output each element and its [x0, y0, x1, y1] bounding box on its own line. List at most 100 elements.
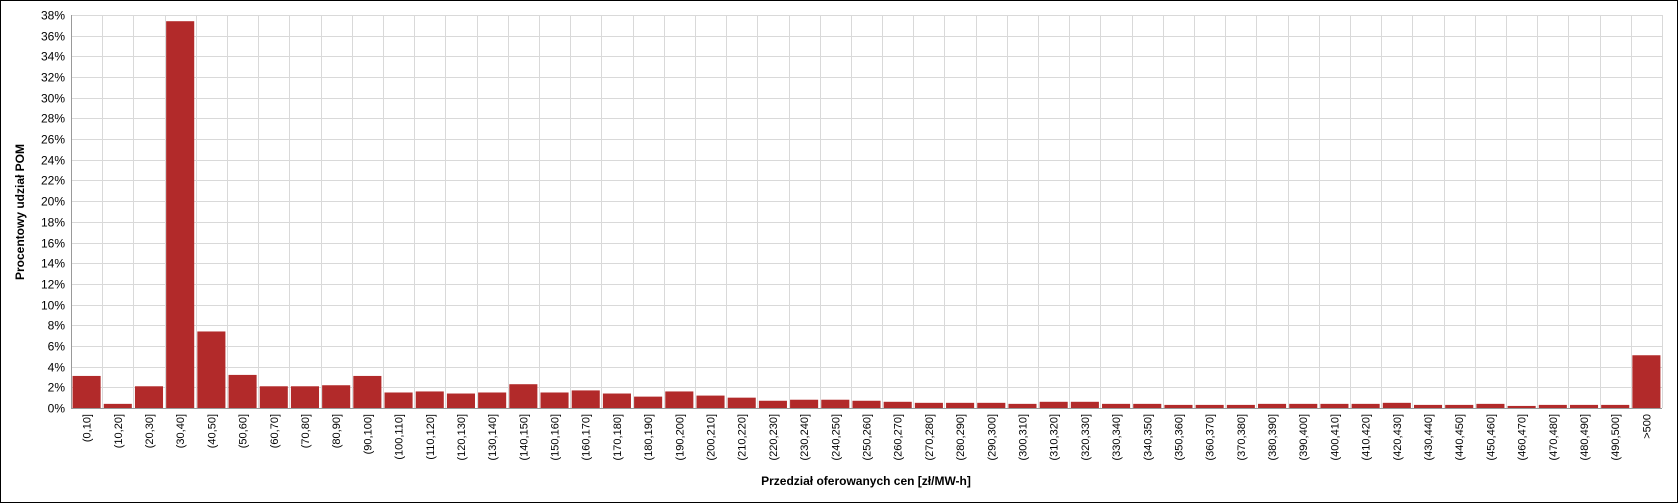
y-tick-label: 6%	[48, 340, 66, 354]
bar	[228, 374, 257, 408]
bar	[602, 393, 631, 408]
y-tick-label: 12%	[41, 278, 65, 292]
x-tick-label: (290,300]	[986, 414, 998, 460]
bar	[290, 386, 320, 408]
bar	[1102, 403, 1131, 408]
bar	[1351, 403, 1380, 408]
bar	[1226, 404, 1255, 408]
y-tick-label: 26%	[41, 133, 65, 147]
x-tick-label: (460,470]	[1517, 414, 1529, 460]
bar	[634, 396, 663, 408]
y-tick-label: 10%	[41, 299, 65, 313]
x-tick-label: (230,240]	[799, 414, 811, 460]
bar	[1320, 403, 1349, 408]
x-tick-label: (190,200]	[674, 414, 686, 460]
x-tick-label: (440,450]	[1454, 414, 1466, 460]
bar	[946, 402, 975, 408]
x-tick-label: (90,100]	[362, 414, 374, 454]
y-tick-label: 18%	[41, 216, 65, 230]
y-tick-label: 34%	[41, 50, 65, 64]
x-tick-label: (420,430]	[1392, 414, 1404, 460]
x-tick-label: (0,10]	[82, 414, 94, 442]
bar	[977, 402, 1006, 408]
x-tick-label: (320,330]	[1080, 414, 1092, 460]
x-tick-label: (480,490]	[1579, 414, 1591, 460]
bar	[1195, 404, 1224, 408]
y-tick-label: 16%	[41, 237, 65, 251]
bar	[197, 331, 226, 408]
bar	[384, 392, 413, 408]
bar	[1133, 403, 1162, 408]
x-tick-label: >500	[1641, 414, 1653, 439]
x-tick-label: (280,290]	[955, 414, 967, 460]
bar	[509, 384, 538, 408]
bar	[103, 403, 132, 408]
x-tick-label: (270,280]	[924, 414, 936, 460]
bar	[665, 391, 694, 408]
y-tick-label: 28%	[41, 112, 65, 126]
x-tick-label: (210,220]	[737, 414, 749, 460]
bar	[727, 397, 756, 408]
bar	[1476, 403, 1505, 408]
x-tick-label: (350,360]	[1173, 414, 1185, 460]
x-tick-label: (240,250]	[830, 414, 842, 460]
x-tick-label: (50,60]	[238, 414, 250, 448]
bar	[1538, 404, 1567, 408]
bar	[415, 391, 444, 408]
bar	[790, 399, 819, 408]
x-tick-label: (40,50]	[206, 414, 218, 448]
x-tick-label: (140,150]	[518, 414, 530, 460]
x-tick-label: (30,40]	[175, 414, 187, 448]
bar	[821, 399, 850, 408]
x-tick-label: (10,20]	[113, 414, 125, 448]
bar	[72, 375, 101, 408]
x-tick-label: (300,310]	[1017, 414, 1029, 460]
bar	[1070, 401, 1099, 408]
x-tick-label: (400,410]	[1329, 414, 1341, 460]
bar	[1632, 355, 1661, 408]
y-tick-label: 4%	[48, 361, 66, 375]
x-tick-label: (340,350]	[1142, 414, 1154, 460]
bar	[1289, 403, 1318, 408]
bar	[1382, 402, 1411, 408]
bar	[1413, 404, 1443, 408]
bar	[1507, 405, 1536, 408]
bar	[914, 402, 943, 408]
x-tick-label: (390,400]	[1298, 414, 1310, 460]
y-tick-label: 0%	[48, 402, 66, 416]
x-tick-label: (250,260]	[862, 414, 874, 460]
y-tick-label: 36%	[41, 30, 65, 44]
bar	[353, 375, 382, 408]
bar	[259, 386, 288, 408]
bar	[1164, 404, 1193, 408]
y-tick-label: 38%	[41, 9, 65, 23]
x-tick-label: (220,230]	[768, 414, 780, 460]
x-tick-label: (130,140]	[487, 414, 499, 460]
x-tick-label: (180,190]	[643, 414, 655, 460]
bar	[883, 401, 912, 408]
y-tick-label: 14%	[41, 257, 65, 271]
x-tick-label: (80,90]	[331, 414, 343, 448]
x-tick-label: (370,380]	[1236, 414, 1248, 460]
bar	[696, 395, 725, 408]
bar	[1445, 404, 1474, 408]
x-tick-label: (170,180]	[612, 414, 624, 460]
x-tick-label: (60,70]	[269, 414, 281, 448]
x-tick-label: (330,340]	[1111, 414, 1123, 460]
x-tick-label: (450,460]	[1485, 414, 1497, 460]
x-tick-label: (490,500]	[1610, 414, 1622, 460]
bar	[134, 386, 164, 408]
bar	[1601, 404, 1630, 408]
bar	[852, 400, 881, 408]
x-tick-label: (410,420]	[1361, 414, 1373, 460]
x-tick-label: (360,370]	[1205, 414, 1217, 460]
x-tick-label: (470,480]	[1548, 414, 1560, 460]
bar	[166, 21, 195, 409]
bar	[446, 393, 475, 408]
y-tick-label: 22%	[41, 174, 65, 188]
x-tick-label: (150,160]	[550, 414, 562, 460]
x-tick-label: (110,120]	[425, 414, 437, 460]
